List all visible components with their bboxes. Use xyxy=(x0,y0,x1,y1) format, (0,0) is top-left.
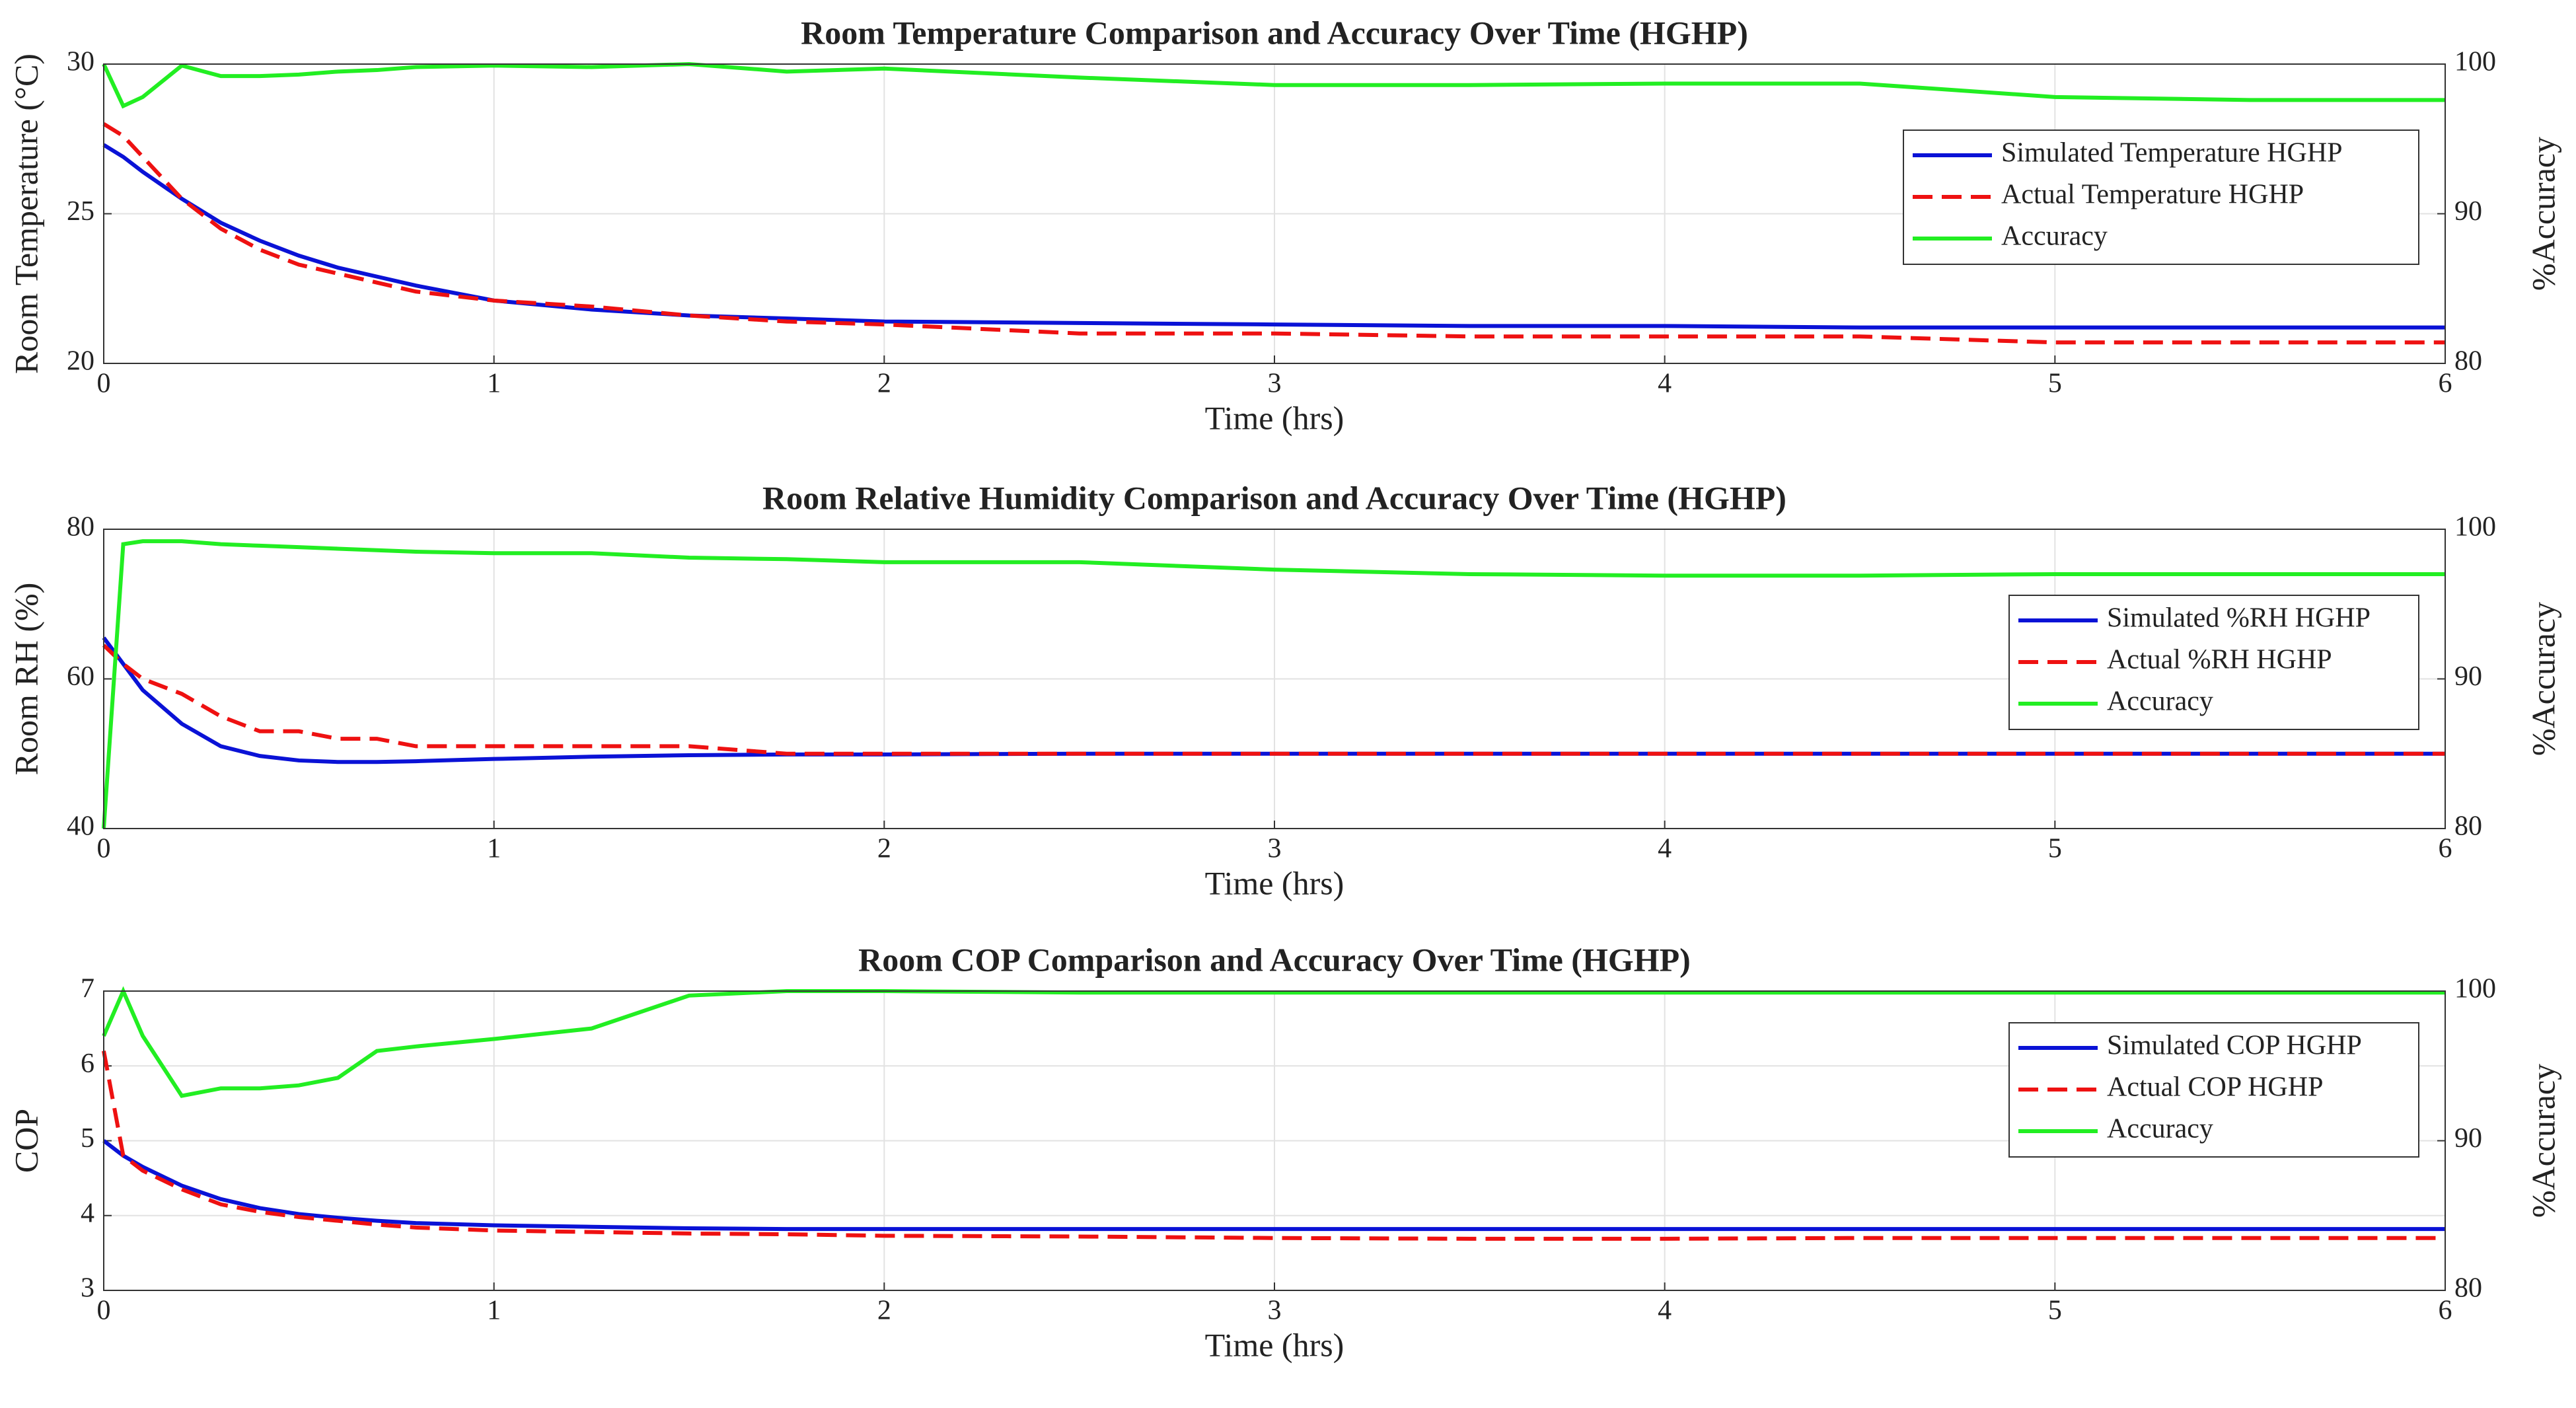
legend-label: Simulated %RH HGHP xyxy=(2107,603,2371,634)
y2-tick-label: 100 xyxy=(2454,47,2496,77)
legend: Simulated COP HGHP Actual COP HGHP Accurac… xyxy=(2008,1022,2419,1158)
x-tick-label: 3 xyxy=(1268,369,1282,399)
x-axis-label: Time (hrs) xyxy=(1205,1326,1344,1363)
y-axis-label: COP xyxy=(7,1109,44,1173)
legend-label: Actual Temperature HGHP xyxy=(2001,180,2304,210)
x-tick-label: 3 xyxy=(1268,1296,1282,1326)
x-tick-label: 6 xyxy=(2439,834,2452,864)
series-line xyxy=(102,986,2445,1098)
x-tick-label: 2 xyxy=(877,1296,891,1326)
y-tick-label: 60 xyxy=(67,661,94,692)
x-tick-label: 5 xyxy=(2048,834,2062,864)
x-tick-label: 6 xyxy=(2439,369,2452,399)
legend-label: Accuracy xyxy=(2107,1114,2213,1144)
y-tick-label: 25 xyxy=(67,196,94,227)
subplot: 0 1 2 3 4 5 6 40 60 80 80 90 100 Room Relative Humidi… xyxy=(7,479,2561,901)
y2-tick-label: 100 xyxy=(2454,512,2496,542)
subplot: 0 1 2 3 4 5 6 3 4 5 6 7 80 90 100 Room COP Comparison a… xyxy=(7,941,2561,1363)
x-tick-label: 3 xyxy=(1268,834,1282,864)
legend-label: Actual COP HGHP xyxy=(2107,1072,2323,1103)
x-tick-label: 0 xyxy=(97,1296,111,1326)
legend-label: Simulated Temperature HGHP xyxy=(2001,138,2343,168)
chart-title: Room Relative Humidity Comparison and Ac… xyxy=(762,479,1786,516)
y2-axis-label: %Accuracy xyxy=(2524,137,2561,291)
x-tick-label: 1 xyxy=(487,1296,501,1326)
y-axis-label: Room RH (%) xyxy=(7,583,44,776)
x-tick-label: 5 xyxy=(2048,369,2062,399)
y2-tick-label: 100 xyxy=(2454,974,2496,1004)
y-tick-label: 7 xyxy=(81,974,94,1004)
legend-box xyxy=(2008,595,2419,730)
y2-tick-label: 90 xyxy=(2454,196,2482,227)
y-tick-label: 40 xyxy=(67,811,94,842)
legend-label: Actual %RH HGHP xyxy=(2107,645,2332,675)
x-tick-label: 4 xyxy=(1658,834,1672,864)
x-tick-label: 0 xyxy=(97,369,111,399)
y-tick-label: 80 xyxy=(67,512,94,542)
x-tick-label: 4 xyxy=(1658,1296,1672,1326)
x-tick-label: 2 xyxy=(877,369,891,399)
y-tick-label: 30 xyxy=(67,47,94,77)
legend-label: Accuracy xyxy=(2107,686,2213,717)
x-tick-label: 2 xyxy=(877,834,891,864)
chart-title: Room COP Comparison and Accuracy Over Ti… xyxy=(858,941,1691,978)
legend: Simulated Temperature HGHP Actual Tempera… xyxy=(1903,130,2419,265)
subplot: 0 1 2 3 4 5 6 20 25 30 80 90 100 Room Temperature Com… xyxy=(7,14,2561,436)
x-axis-label: Time (hrs) xyxy=(1205,864,1344,901)
y-tick-label: 20 xyxy=(67,346,94,377)
x-tick-label: 6 xyxy=(2439,1296,2452,1326)
y-tick-label: 6 xyxy=(81,1049,94,1079)
plot-frame xyxy=(103,990,2446,1291)
y2-tick-label: 80 xyxy=(2454,1273,2482,1304)
series-line xyxy=(102,143,2445,330)
series-line xyxy=(102,1139,2445,1232)
plot-frame xyxy=(103,529,2446,829)
x-tick-label: 1 xyxy=(487,834,501,864)
y2-axis-label: %Accuracy xyxy=(2524,1064,2561,1218)
y2-tick-label: 90 xyxy=(2454,661,2482,692)
x-axis-label: Time (hrs) xyxy=(1205,399,1344,436)
legend: Simulated %RH HGHP Actual %RH HGHP Accurac… xyxy=(2008,595,2419,730)
y2-tick-label: 80 xyxy=(2454,346,2482,377)
series-line xyxy=(102,1051,2445,1241)
y2-axis-label: %Accuracy xyxy=(2524,602,2561,756)
x-tick-label: 4 xyxy=(1658,369,1672,399)
series-line xyxy=(102,539,2445,829)
legend-label: Simulated COP HGHP xyxy=(2107,1031,2362,1061)
x-tick-label: 1 xyxy=(487,369,501,399)
y-axis-label: Room Temperature (°C) xyxy=(7,54,44,374)
plot-frame xyxy=(103,63,2446,364)
chart-title: Room Temperature Comparison and Accuracy… xyxy=(801,14,1748,51)
series-line xyxy=(102,61,2445,109)
series-line xyxy=(102,122,2445,345)
y2-tick-label: 90 xyxy=(2454,1123,2482,1154)
y-tick-label: 3 xyxy=(81,1273,94,1304)
legend-label: Accuracy xyxy=(2001,221,2108,252)
y-tick-label: 5 xyxy=(81,1123,94,1154)
series-line xyxy=(102,644,2445,756)
y2-tick-label: 80 xyxy=(2454,811,2482,842)
x-tick-label: 5 xyxy=(2048,1296,2062,1326)
y-tick-label: 4 xyxy=(81,1198,94,1228)
x-tick-label: 0 xyxy=(97,834,111,864)
series-line xyxy=(102,636,2445,764)
